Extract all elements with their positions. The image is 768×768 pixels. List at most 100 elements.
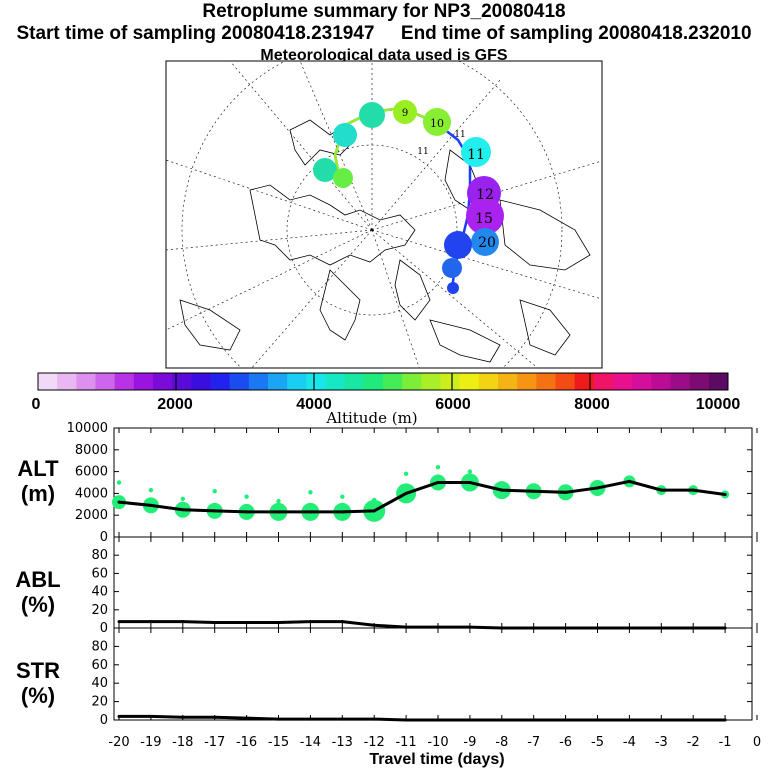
- data-point: [340, 510, 344, 514]
- y-tick-label: 20: [91, 603, 108, 618]
- cb-tick: 4000: [296, 396, 332, 413]
- x-tick-label: -4: [623, 735, 636, 750]
- cb-tick: 2000: [157, 396, 193, 413]
- marker-label: 12: [476, 187, 494, 203]
- marker-label: 15: [475, 211, 493, 227]
- altitude-colorbar: [37, 372, 729, 391]
- data-point: [277, 717, 280, 721]
- x-axis-label: Travel time (days): [369, 751, 504, 768]
- cb-tick: 10000: [696, 396, 741, 413]
- marker-label: 11: [417, 147, 428, 157]
- y-tick-label: 4000: [75, 486, 108, 501]
- data-point: [149, 620, 153, 624]
- plume-blob-minor: [180, 496, 185, 502]
- data-point: [308, 510, 312, 514]
- panel-unit: (%): [21, 592, 55, 617]
- data-point: [117, 714, 121, 718]
- colorbar-swatch: [344, 373, 365, 390]
- data-point: [340, 620, 344, 624]
- colorbar-swatch: [95, 373, 116, 390]
- colorbar-swatch: [38, 373, 58, 390]
- y-tick-label: 8000: [75, 443, 108, 458]
- x-tick-label: -20: [108, 735, 129, 750]
- plume-circle: [471, 228, 499, 256]
- colorbar-frame: [37, 372, 729, 391]
- x-tick-label: -3: [655, 735, 668, 750]
- x-tick-label: -7: [527, 735, 540, 750]
- x-tick-label: -9: [463, 735, 476, 750]
- colorbar-ticks: 0 2000 4000 6000 8000 10000: [32, 396, 741, 413]
- plume-circle: [442, 258, 462, 278]
- y-tick-label: 0: [100, 621, 108, 636]
- y-tick-label: 40: [91, 585, 108, 600]
- colorbar-swatch: [498, 373, 518, 390]
- data-point: [532, 489, 536, 493]
- colorbar-swatch: [517, 373, 537, 390]
- data-point: [627, 718, 631, 722]
- x-tick-label: -17: [204, 735, 225, 750]
- panel-label: ABL: [15, 567, 60, 592]
- colorbar-swatch: [153, 373, 173, 390]
- panel-unit: (m): [21, 481, 55, 506]
- colorbar-swatch: [459, 373, 480, 390]
- data-point: [723, 492, 727, 496]
- marker-label: 11: [467, 147, 485, 163]
- plume-circles: [313, 100, 504, 294]
- colorbar-swatch: [555, 373, 576, 390]
- data-point: [532, 718, 536, 722]
- x-tick-label: -11: [395, 735, 416, 750]
- data-point: [500, 488, 504, 492]
- map-frame: [165, 60, 603, 369]
- series-line-abl: [119, 620, 726, 630]
- panel-label: ALT: [17, 456, 59, 481]
- data-point: [149, 503, 153, 507]
- plume-circle: [423, 108, 451, 136]
- colorbar-swatch: [133, 373, 154, 390]
- data-point: [245, 621, 249, 625]
- x-tick-label: -5: [591, 735, 604, 750]
- data-point: [659, 488, 663, 492]
- x-tick-label: -2: [687, 735, 700, 750]
- data-point: [213, 621, 217, 625]
- colorbar-swatch: [402, 373, 422, 390]
- data-point: [468, 718, 472, 722]
- marker-label: 9: [402, 108, 408, 119]
- plume-circle: [333, 168, 353, 188]
- x-tick-label: -12: [364, 735, 385, 750]
- colorbar-swatch: [363, 373, 384, 390]
- data-point: [245, 510, 249, 514]
- colorbar-swatch: [76, 373, 96, 390]
- data-point: [723, 718, 727, 722]
- colorbar-swatch: [306, 373, 326, 390]
- data-point: [500, 718, 504, 722]
- panel-frame: [113, 627, 753, 721]
- colorbar-swatch: [670, 373, 691, 390]
- x-tick-label: -15: [268, 735, 289, 750]
- colorbar-swatch: [114, 373, 135, 390]
- colorbar-swatch: [632, 373, 652, 390]
- colorbar-swatch: [57, 373, 77, 390]
- panel-frame: [113, 536, 753, 629]
- data-point: [659, 718, 663, 722]
- series-line-str: [119, 714, 726, 722]
- data-point: [245, 716, 249, 720]
- cb-tick: 8000: [574, 396, 610, 413]
- data-point: [691, 488, 695, 492]
- colorbar-swatch: [383, 373, 403, 390]
- data-point: [596, 486, 599, 490]
- data-point: [436, 718, 440, 722]
- polar-map: 11 12 15 20 10 9 11 11: [165, 60, 603, 369]
- data-point: [117, 500, 121, 504]
- colorbar-label: Altitude (m): [325, 409, 417, 427]
- data-point: [372, 717, 376, 721]
- colorbar-swatch: [593, 373, 614, 390]
- data-point: [181, 620, 185, 624]
- sampling-times: Start time of sampling 20080418.231947 E…: [0, 24, 768, 44]
- plume-circle: [393, 100, 417, 124]
- cb-tick: 0: [32, 396, 41, 413]
- y-tick-label: 60: [91, 566, 108, 581]
- y-tick-label: 60: [91, 658, 108, 673]
- y-tick-label: 40: [91, 676, 108, 691]
- data-point: [564, 490, 568, 494]
- data-point: [213, 509, 217, 513]
